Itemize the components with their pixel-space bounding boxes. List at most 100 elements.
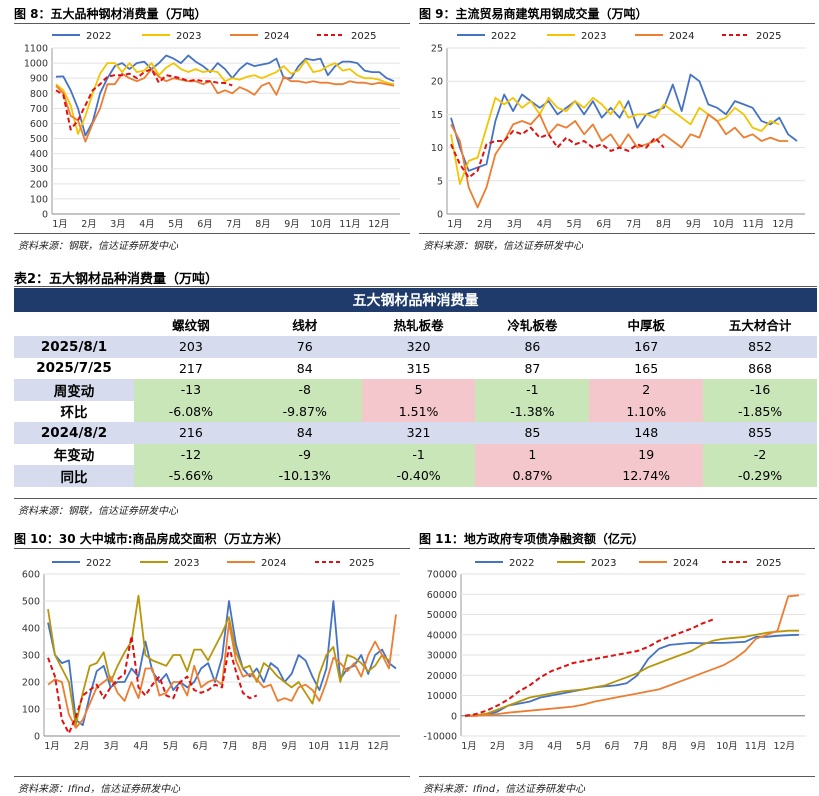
y-tick-label: 1000 [24, 59, 48, 70]
x-tick-label: 9月 [282, 741, 298, 752]
x-tick-label: 6月 [197, 219, 213, 230]
fig11-bottom-rule [419, 776, 815, 777]
series-line-2024 [465, 594, 800, 717]
x-tick-label: 3月 [110, 219, 126, 230]
legend-label: 2025 [349, 558, 374, 569]
x-tick-label: 1月 [52, 219, 68, 230]
table-cell: 5 [361, 379, 476, 401]
table-row: 2025/8/1 203 76 320 86 167 852 [14, 336, 817, 358]
table-row: 周变动 -13 -8 5 -1 2 -16 [14, 379, 817, 401]
series-line-2023 [464, 629, 799, 717]
table-row-label: 同比 [14, 465, 134, 487]
fig8-chart: 0 100 200 300 400 500 600 700 800 900 1000 1100 1月 2月… [24, 31, 400, 230]
series-line-2025 [55, 68, 233, 131]
y-tick-label: 40000 [427, 630, 457, 641]
table-cell: 855 [703, 422, 817, 444]
table-cell: 2 [589, 379, 704, 401]
legend-label: 2025 [756, 31, 781, 42]
y-tick-label: 10000 [427, 691, 457, 702]
table-header-cell: 冷轧板卷 [507, 317, 558, 333]
y-tick-label: 300 [22, 651, 40, 662]
y-tick-label: 10 [431, 143, 443, 154]
series-line-2025 [47, 635, 258, 735]
table-cell: 315 [406, 360, 431, 376]
x-tick-label: 5月 [163, 741, 179, 752]
table-cell: 320 [361, 336, 476, 358]
table-cell: 85 [475, 422, 590, 444]
y-tick-label: 1100 [24, 44, 48, 55]
table-cell: 167 [589, 336, 704, 358]
x-tick-label: 5月 [168, 219, 184, 230]
table-cell: 165 [634, 360, 659, 376]
fig9-title-rule [419, 23, 815, 24]
table-row: 环比 -6.08% -9.87% 1.51% -1.38% 1.10% -1.85% [14, 400, 817, 422]
y-tick-label: 60000 [427, 590, 457, 601]
table-bottom-rule [14, 498, 817, 499]
table-row-label: 周变动 [14, 379, 134, 401]
table-row-label: 2024/8/2 [14, 422, 134, 444]
table-cell: 203 [134, 336, 248, 358]
x-tick-label: 10月 [716, 741, 738, 752]
x-tick-label: 5月 [567, 219, 583, 230]
y-tick-label: 0 [451, 711, 457, 722]
table-cell: -13 [134, 379, 248, 401]
table-caption: 表2：五大钢材品种消费量（万吨） [14, 272, 219, 287]
table-cell: 216 [134, 422, 248, 444]
x-tick-label: 3月 [519, 741, 535, 752]
x-tick-label: 11月 [743, 219, 765, 230]
x-tick-label: 6月 [605, 741, 621, 752]
table-cell: -1 [361, 443, 476, 465]
table-cell: 0.87% [475, 465, 590, 487]
x-tick-label: 7月 [226, 219, 242, 230]
table-cell: 148 [589, 422, 704, 444]
x-tick-label: 9月 [691, 741, 707, 752]
y-tick-label: 70000 [427, 570, 457, 581]
x-tick-label: 7月 [222, 741, 238, 752]
fig11-chart: -10000 0 10000 20000 30000 40000 50000 60000 700… [423, 558, 805, 752]
table-header-blank [14, 312, 134, 336]
y-tick-label: 20000 [427, 671, 457, 682]
table-row: 同比 -5.66% -10.13% -0.40% 0.87% 12.74% -0.29% [14, 465, 817, 487]
fig8-title-rule [14, 23, 410, 24]
table-cell: -0.29% [703, 465, 817, 487]
table-cell: -6.08% [134, 400, 248, 422]
table-cell: 1.10% [589, 400, 704, 422]
x-tick-label: 8月 [656, 219, 672, 230]
table-cell: -2 [703, 443, 817, 465]
series-line-2024 [55, 68, 395, 143]
table-cell: -1 [475, 379, 590, 401]
series-line-2025 [464, 618, 714, 717]
x-tick-label: 3月 [104, 741, 120, 752]
fig9-source: 资料来源：钢联，信达证券研发中心 [423, 241, 583, 252]
y-tick-label: 50000 [427, 610, 457, 621]
fig8-title: 图 8：五大品种钢材消费量（万吨） [14, 7, 207, 21]
table-cell: -12 [134, 443, 248, 465]
table-cell: 1 [475, 443, 590, 465]
table-cell: -5.66% [134, 465, 248, 487]
table-cell: 84 [296, 360, 313, 376]
y-tick-label: 900 [30, 74, 48, 85]
y-tick-label: 500 [22, 597, 40, 608]
x-tick-label: 9月 [686, 219, 702, 230]
table-cell: 87 [524, 360, 541, 376]
table-row-label: 2025/8/1 [14, 336, 134, 358]
table-row-label: 2025/7/25 [36, 360, 112, 377]
table-cell: -8 [247, 379, 362, 401]
x-tick-label: 4月 [537, 219, 553, 230]
legend-label: 2022 [86, 558, 111, 569]
table-header-row: 螺纹钢 线材 热轧板卷 冷轧板卷 中厚板 五大材合计 [14, 312, 817, 336]
x-tick-label: 8月 [662, 741, 678, 752]
table-header-cell: 螺纹钢 [172, 317, 210, 333]
table-title: 五大钢材品种消费量 [14, 288, 817, 312]
table-cell: 321 [361, 422, 476, 444]
x-tick-label: 8月 [255, 219, 271, 230]
y-tick-label: 400 [30, 149, 48, 160]
x-tick-label: 7月 [633, 741, 649, 752]
table-cell: 217 [178, 360, 203, 376]
table-row: 年变动 -12 -9 -1 1 19 -2 [14, 443, 817, 465]
table-row-label: 环比 [60, 405, 88, 422]
fig10-title-rule [14, 548, 410, 549]
x-tick-label: 10月 [713, 219, 735, 230]
legend-label: 2023 [174, 558, 199, 569]
legend-label: 2022 [86, 31, 111, 42]
